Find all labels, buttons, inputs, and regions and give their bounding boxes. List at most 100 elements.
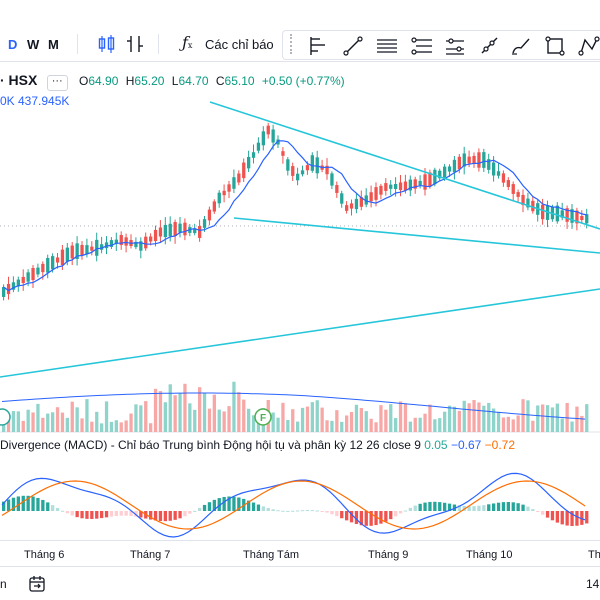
candle-body xyxy=(501,173,506,183)
indicators-icon[interactable]: ƒx xyxy=(182,33,193,52)
candle-body xyxy=(492,162,496,176)
candle-body xyxy=(256,142,261,151)
macd-histogram-bar xyxy=(433,501,437,511)
toolbar-divider xyxy=(77,34,78,54)
volume-bar xyxy=(325,420,329,432)
macd-histogram-bar xyxy=(134,511,138,517)
volume-bar xyxy=(55,407,60,432)
volume-bar xyxy=(173,395,177,432)
candle-body xyxy=(452,159,457,173)
macd-histogram-bar xyxy=(536,511,540,512)
candle-body xyxy=(266,125,270,135)
macd-histogram-bar xyxy=(550,511,555,521)
volume-bar xyxy=(555,403,559,432)
candle-body xyxy=(560,210,564,218)
candle-body xyxy=(16,279,20,287)
indicators-button[interactable]: Các chỉ báo xyxy=(205,37,274,52)
volume-bar xyxy=(330,420,334,432)
date-price-range-icon[interactable] xyxy=(443,34,467,58)
drawing-tools-panel xyxy=(282,30,600,60)
volume-bar xyxy=(134,404,138,432)
macd-legend[interactable]: Divergence (MACD) - Chỉ báo Trung bình Đ… xyxy=(0,438,515,452)
volume-bar xyxy=(212,394,216,432)
drag-handle-icon[interactable] xyxy=(290,34,294,54)
volume-bar xyxy=(21,420,25,432)
timeframe-w-button[interactable]: W xyxy=(27,37,40,52)
candle-body xyxy=(95,239,99,256)
volume-bar xyxy=(251,415,256,432)
time-axis[interactable]: Tháng 6 Tháng 7 Tháng Tám Tháng 9 Tháng … xyxy=(0,540,600,566)
volume-bar xyxy=(467,403,471,432)
volume-bar xyxy=(207,408,212,432)
volume-bar xyxy=(511,419,515,432)
long-support-trendline[interactable] xyxy=(0,288,600,378)
macd-histogram-bar xyxy=(521,504,525,511)
upper-trendline[interactable] xyxy=(209,101,600,230)
macd-histogram-bar xyxy=(296,510,300,512)
brush-icon[interactable] xyxy=(509,34,533,58)
price-chart[interactable]: F xyxy=(0,62,600,540)
timeframe-m-button[interactable]: M xyxy=(48,37,59,52)
parallel-channel-icon[interactable] xyxy=(375,34,399,58)
candle-body xyxy=(389,184,393,189)
volume-bar xyxy=(403,403,408,432)
macd-histogram-bar xyxy=(428,501,432,511)
candle-body xyxy=(325,165,329,175)
candle-body xyxy=(193,228,197,234)
macd-histogram-bar xyxy=(408,507,412,511)
rectangle-icon[interactable] xyxy=(543,34,567,58)
candle-body xyxy=(21,276,25,284)
macd-histogram-bar xyxy=(570,511,574,526)
volume-bar xyxy=(413,417,417,432)
volume-bar xyxy=(286,419,290,432)
macd-histogram-bar xyxy=(227,496,231,511)
macd-histogram-bar xyxy=(168,511,172,521)
macd-histogram-bar xyxy=(193,510,197,512)
candle-body xyxy=(394,183,398,190)
trend-line-icon[interactable] xyxy=(341,34,365,58)
timeframe-d-button[interactable]: D xyxy=(8,37,18,52)
candle-body xyxy=(403,181,408,191)
volume-bar xyxy=(526,400,530,432)
path-icon[interactable] xyxy=(577,34,600,58)
volume-bar xyxy=(90,421,94,432)
fib-retracement-icon[interactable] xyxy=(306,34,330,58)
macd-histogram-bar xyxy=(21,495,25,511)
candle-body xyxy=(521,194,525,206)
candle-body xyxy=(541,204,545,220)
macd-histogram-bar xyxy=(222,496,226,511)
macd-histogram-bar xyxy=(207,502,212,511)
candle-body xyxy=(511,184,515,194)
candles-chart-icon[interactable] xyxy=(96,33,118,55)
macd-histogram-bar xyxy=(65,511,69,514)
volume-bar xyxy=(178,393,182,432)
earnings-marker[interactable]: F xyxy=(254,408,272,426)
candle-body xyxy=(124,237,128,246)
range-label[interactable]: n xyxy=(0,577,7,591)
macd-signal-readout: −0.72 xyxy=(484,438,516,452)
macd-histogram-bar xyxy=(403,510,408,512)
candle-body xyxy=(345,205,349,211)
more-options-button[interactable]: ··· xyxy=(46,75,68,91)
volume-bar xyxy=(124,420,128,432)
symbol-legend: · HSX ··· O64.90 H65.20 L64.70 C65.10 +0… xyxy=(0,72,349,91)
macd-histogram-bar xyxy=(501,502,506,511)
calendar-goto-icon[interactable] xyxy=(28,575,46,593)
ray-icon[interactable] xyxy=(477,34,501,58)
macd-histogram-bar xyxy=(374,511,378,526)
macd-histogram-bar xyxy=(114,511,118,517)
macd-histogram-bar xyxy=(198,507,202,511)
regression-channel-icon[interactable] xyxy=(410,34,434,58)
candle-body xyxy=(296,173,300,181)
candle-body xyxy=(85,245,89,254)
earnings-marker-left[interactable] xyxy=(0,408,11,426)
volume-bar xyxy=(65,417,69,432)
candle-body xyxy=(335,185,339,193)
month-label: Tháng 9 xyxy=(368,549,409,561)
lower-trendline[interactable] xyxy=(233,217,600,254)
compare-bars-icon[interactable] xyxy=(124,33,146,55)
candle-body xyxy=(232,177,236,189)
macd-histogram-bar xyxy=(379,511,383,524)
symbol-name[interactable]: · HSX xyxy=(0,72,38,88)
macd-histogram-bar xyxy=(300,510,305,512)
